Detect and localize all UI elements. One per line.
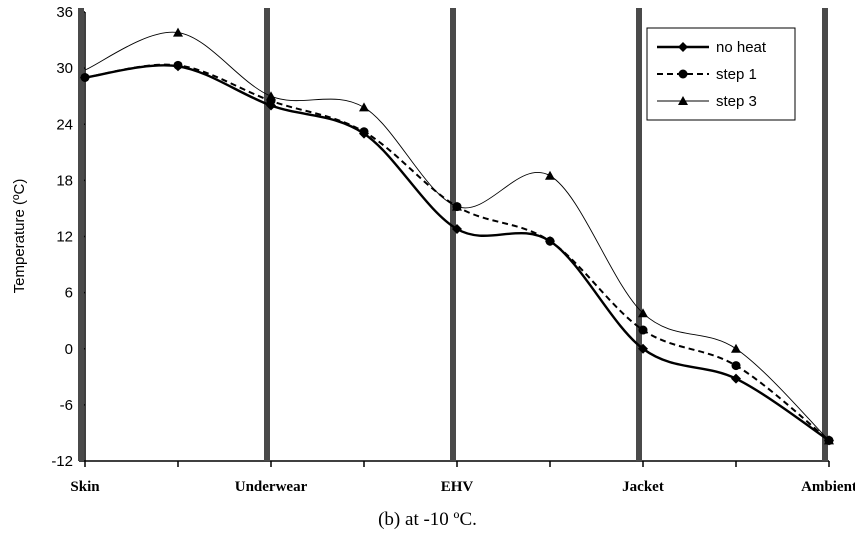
legend-marker	[678, 69, 688, 79]
data-point-step-1	[638, 325, 648, 335]
figure-caption: (b) at -10 ºC.	[378, 509, 477, 530]
data-point-step-3	[359, 102, 369, 112]
series-line-no-heat	[84, 64, 830, 442]
data-point-step-1	[731, 361, 741, 371]
x-tick-label: Ambient	[801, 479, 855, 495]
y-tick-label: 24	[56, 116, 73, 133]
data-point-step-3	[824, 435, 834, 445]
y-tick-label: 30	[56, 60, 73, 77]
data-point-step-3	[452, 201, 462, 211]
x-tick-label: EHV	[441, 479, 474, 495]
x-tick-label: Underwear	[235, 479, 308, 495]
y-tick-label: -6	[60, 397, 73, 414]
legend: no heat step 1 step 3	[646, 27, 796, 121]
y-tick-label: 6	[65, 285, 73, 302]
legend-label: no heat	[716, 39, 767, 56]
data-point-step-3	[731, 343, 741, 353]
y-tick-label: 0	[65, 341, 73, 358]
series-line-step-1	[84, 63, 830, 442]
data-point-step-1	[80, 72, 90, 82]
legend-label: step 3	[716, 93, 757, 110]
x-tick-label: Skin	[70, 479, 100, 495]
data-point-step-3	[173, 27, 183, 37]
y-tick-label: 36	[56, 4, 73, 21]
data-point-no-heat	[731, 373, 741, 384]
data-point-step-1	[173, 60, 183, 70]
y-tick-label: 18	[56, 172, 73, 189]
tick-labels: -12 -6 0 6 12 18 24 30 36 Skin Underwear EHV Jacket A…	[51, 4, 855, 495]
legend-marker	[678, 42, 688, 52]
data-point-step-1	[545, 236, 555, 246]
y-axis-label: Temperature (ºC)	[11, 179, 28, 294]
layer-boundary-bars	[78, 8, 828, 461]
legend-label: step 1	[716, 66, 757, 83]
y-tick-label: 12	[56, 229, 73, 246]
series-markers	[80, 27, 834, 446]
data-point-step-1	[359, 127, 369, 137]
x-tick-label: Jacket	[622, 479, 664, 495]
y-tick-label: -12	[51, 453, 73, 470]
data-point-no-heat	[638, 343, 648, 354]
temperature-chart: -12 -6 0 6 12 18 24 30 36 Skin Underwear EHV Jacket A…	[11, 4, 855, 495]
data-point-step-3	[266, 91, 276, 101]
legend-marker	[678, 96, 688, 105]
data-point-step-3	[545, 170, 555, 180]
data-point-step-3	[638, 308, 648, 318]
data-point-no-heat	[452, 224, 462, 235]
